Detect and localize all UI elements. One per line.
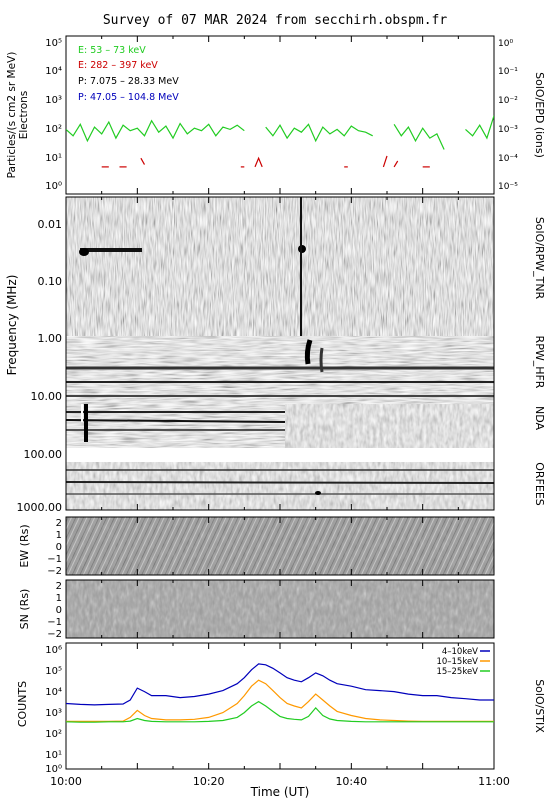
radio-spectrogram: 0.01 0.10 1.00 10.00 100.00 1000.00 Freq… (5, 196, 546, 514)
stix-ticks: 10⁶ 10⁵ 10⁴ 10³ 10² 10¹ 10⁰ (45, 645, 62, 775)
nrh-sn-tick: −1 (47, 617, 62, 628)
epd-right-ticks: 10⁰ 10⁻¹ 10⁻² 10⁻³ 10⁻⁴ 10⁻⁵ (498, 39, 518, 192)
stix-tick: 10⁶ (45, 645, 62, 656)
nrh-ew-tick: 1 (56, 530, 62, 541)
epd-series-segment (254, 156, 263, 168)
epd-legend: E: 53 – 73 keV E: 282 – 397 keV P: 7.075… (78, 45, 179, 103)
nrh-ew-ylabel: EW (Rs) (18, 524, 31, 567)
epd-left-tick: 10⁵ (45, 38, 62, 49)
epd-right-tick: 10⁻⁵ (498, 182, 518, 192)
hfr-band (66, 336, 494, 404)
nrh-sn-panel: 2 1 0 −1 −2 SN (Rs) (18, 579, 495, 640)
axis-tick-marks (65, 36, 495, 769)
epd-ylabel-left-2: Electrons (18, 91, 30, 140)
radio-features (65, 197, 495, 495)
radio-tick: 1.00 (38, 332, 63, 345)
radio-tick: 100.00 (24, 448, 63, 461)
epd-series-segment (393, 160, 399, 168)
epd-series-line (393, 123, 445, 150)
x-tick-label: 11:00 (478, 775, 510, 788)
epd-left-ticks: 10⁵ 10⁴ 10³ 10² 10¹ 10⁰ (45, 38, 62, 192)
label-orfees: ORFEES (533, 462, 546, 506)
epd-ylabel-right: SolO/EPD (ions) (533, 72, 546, 158)
stix-tick: 10² (45, 729, 62, 740)
stix-tick: 10⁴ (45, 687, 62, 698)
nrh-sn-ylabel: SN (Rs) (18, 589, 31, 630)
stix-legend: 4–10keV 10–15keV 15–25keV (436, 647, 490, 677)
stix-tick: 10¹ (45, 750, 62, 761)
x-tick-label: 10:00 (50, 775, 82, 788)
epd-legend-1: E: 53 – 73 keV (78, 45, 146, 56)
stix-ylabel: COUNTS (16, 681, 29, 727)
stix-series-line (66, 679, 494, 722)
stix-series-line (66, 663, 494, 706)
epd-legend-2: E: 282 – 397 keV (78, 60, 158, 71)
nrh-ew-tick: 0 (56, 542, 62, 553)
nrh-ew-tick: 2 (56, 518, 62, 529)
x-tick-label: 10:40 (335, 775, 367, 788)
stix-ylabel-right: SolO/STIX (533, 679, 546, 733)
epd-right-tick: 10⁻¹ (498, 67, 518, 77)
epd-right-tick: 10⁻³ (498, 125, 518, 135)
epd-panel: E: 53 – 73 keV E: 282 – 397 keV P: 7.075… (6, 35, 546, 195)
nrh-sn-tick: 1 (56, 593, 62, 604)
nrh-ew-tick: −1 (47, 554, 62, 565)
epd-legend-4: P: 47.05 – 104.8 MeV (78, 92, 179, 103)
epd-left-tick: 10¹ (45, 153, 62, 164)
nrh-ew-panel: 2 1 0 −1 −2 EW (Rs) (18, 516, 495, 577)
label-tnr: SolO/RPW_TNR (533, 217, 546, 300)
figure-title: Survey of 07 MAR 2024 from secchirh.obsp… (103, 13, 448, 28)
stix-panel: 4–10keV 10–15keV 15–25keV 10⁶ 10⁵ 10⁴ 10… (16, 642, 546, 775)
epd-left-tick: 10⁴ (45, 66, 62, 77)
stix-series-line (66, 700, 494, 723)
nrh-sn-tick: −2 (47, 629, 62, 640)
label-hfr: RPW_HFR (533, 336, 546, 389)
epd-series-segment (382, 155, 388, 168)
epd-left-tick: 10⁰ (45, 181, 62, 192)
label-nda: NDA (533, 406, 546, 431)
nda-band-light (285, 404, 494, 448)
epd-series-line (66, 119, 245, 143)
epd-right-tick: 10⁰ (498, 39, 513, 49)
x-tick-label: 10:20 (193, 775, 225, 788)
tnr-band (66, 197, 494, 336)
radio-tick: 10.00 (31, 390, 63, 403)
epd-left-tick: 10² (45, 124, 62, 135)
x-axis-label: Time (UT) (250, 785, 310, 799)
radio-ylabel: Frequency (MHz) (5, 275, 19, 376)
time-axis: 10:00 10:20 10:40 11:00 Time (UT) (50, 775, 510, 799)
nda-band-dark (66, 404, 285, 448)
epd-legend-3: P: 7.075 – 28.33 MeV (78, 76, 179, 87)
epd-series-segment (140, 157, 146, 165)
nrh-ew-tick: −2 (47, 566, 62, 577)
stix-tick: 10⁰ (45, 764, 62, 775)
epd-series-line (465, 115, 494, 140)
epd-right-tick: 10⁻⁴ (498, 154, 518, 164)
gap-band (66, 448, 494, 462)
radio-ticks: 0.01 0.10 1.00 10.00 100.00 1000.00 (17, 218, 63, 514)
epd-right-tick: 10⁻² (498, 96, 518, 106)
stix-tick: 10³ (45, 708, 62, 719)
radio-tick: 0.01 (38, 218, 63, 231)
orfees-band (66, 462, 494, 510)
radio-tick: 1000.00 (17, 501, 63, 514)
stix-legend-label: 4–10keV (442, 647, 478, 657)
nrh-sn-tick: 0 (56, 605, 62, 616)
epd-ylabel-left-1: Particles/(s cm2 sr MeV) (6, 52, 18, 179)
stix-tick: 10⁵ (45, 666, 62, 677)
stix-legend-label: 15–25keV (436, 667, 478, 677)
epd-left-tick: 10³ (45, 95, 62, 106)
epd-series-line (265, 123, 373, 143)
stix-legend-label: 10–15keV (436, 657, 478, 667)
radio-tick: 0.10 (38, 275, 63, 288)
nrh-sn-tick: 2 (56, 581, 62, 592)
